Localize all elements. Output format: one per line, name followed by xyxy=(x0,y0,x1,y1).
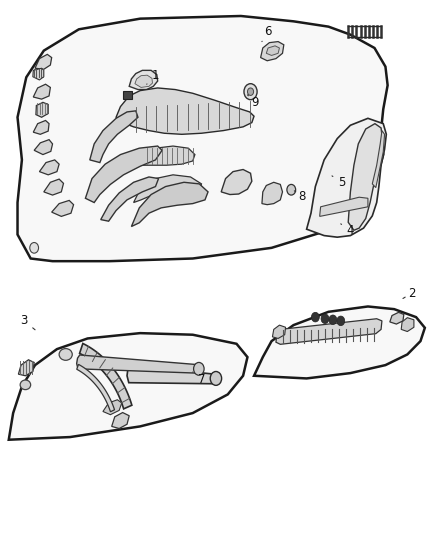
Polygon shape xyxy=(135,75,152,87)
Polygon shape xyxy=(103,400,122,415)
Polygon shape xyxy=(9,333,247,440)
Ellipse shape xyxy=(59,349,72,360)
Text: 3: 3 xyxy=(21,314,35,330)
Bar xyxy=(123,91,132,99)
Polygon shape xyxy=(18,16,388,261)
Circle shape xyxy=(329,315,337,325)
Polygon shape xyxy=(134,175,201,203)
Polygon shape xyxy=(276,319,382,344)
Polygon shape xyxy=(401,318,414,332)
Text: 8: 8 xyxy=(294,190,306,203)
Circle shape xyxy=(247,88,254,95)
Polygon shape xyxy=(33,68,44,80)
Polygon shape xyxy=(221,169,252,195)
Polygon shape xyxy=(52,200,74,216)
Polygon shape xyxy=(116,88,254,134)
Ellipse shape xyxy=(20,380,31,390)
Text: 7: 7 xyxy=(193,372,205,386)
Polygon shape xyxy=(254,306,425,378)
Circle shape xyxy=(244,84,257,100)
Circle shape xyxy=(287,184,296,195)
Polygon shape xyxy=(390,312,404,324)
Polygon shape xyxy=(44,179,64,195)
Polygon shape xyxy=(90,111,138,163)
Polygon shape xyxy=(372,131,385,188)
Polygon shape xyxy=(348,124,382,230)
Text: 6: 6 xyxy=(262,26,272,42)
Polygon shape xyxy=(77,365,114,412)
Text: 9: 9 xyxy=(247,95,259,109)
Text: 2: 2 xyxy=(403,287,416,300)
Polygon shape xyxy=(272,325,286,338)
Polygon shape xyxy=(307,118,386,237)
Polygon shape xyxy=(112,413,129,429)
Polygon shape xyxy=(33,120,49,134)
Polygon shape xyxy=(85,146,162,203)
Circle shape xyxy=(321,314,329,324)
Polygon shape xyxy=(36,102,48,117)
Polygon shape xyxy=(138,146,195,165)
Circle shape xyxy=(194,362,204,375)
Polygon shape xyxy=(127,366,215,384)
Polygon shape xyxy=(262,182,283,205)
Polygon shape xyxy=(33,84,50,99)
Circle shape xyxy=(30,243,39,253)
Polygon shape xyxy=(80,343,132,409)
Circle shape xyxy=(311,312,319,322)
Polygon shape xyxy=(261,42,284,61)
Circle shape xyxy=(210,372,222,385)
Polygon shape xyxy=(77,355,198,373)
Polygon shape xyxy=(320,197,368,216)
Circle shape xyxy=(337,316,345,326)
Polygon shape xyxy=(34,140,53,155)
Polygon shape xyxy=(39,160,59,175)
Polygon shape xyxy=(266,46,279,55)
Text: 1: 1 xyxy=(147,69,159,84)
Text: 5: 5 xyxy=(332,176,345,189)
Text: 4: 4 xyxy=(341,224,354,237)
Polygon shape xyxy=(101,177,159,221)
Polygon shape xyxy=(35,54,52,69)
Polygon shape xyxy=(131,182,208,227)
Polygon shape xyxy=(18,360,34,376)
Polygon shape xyxy=(129,70,158,90)
